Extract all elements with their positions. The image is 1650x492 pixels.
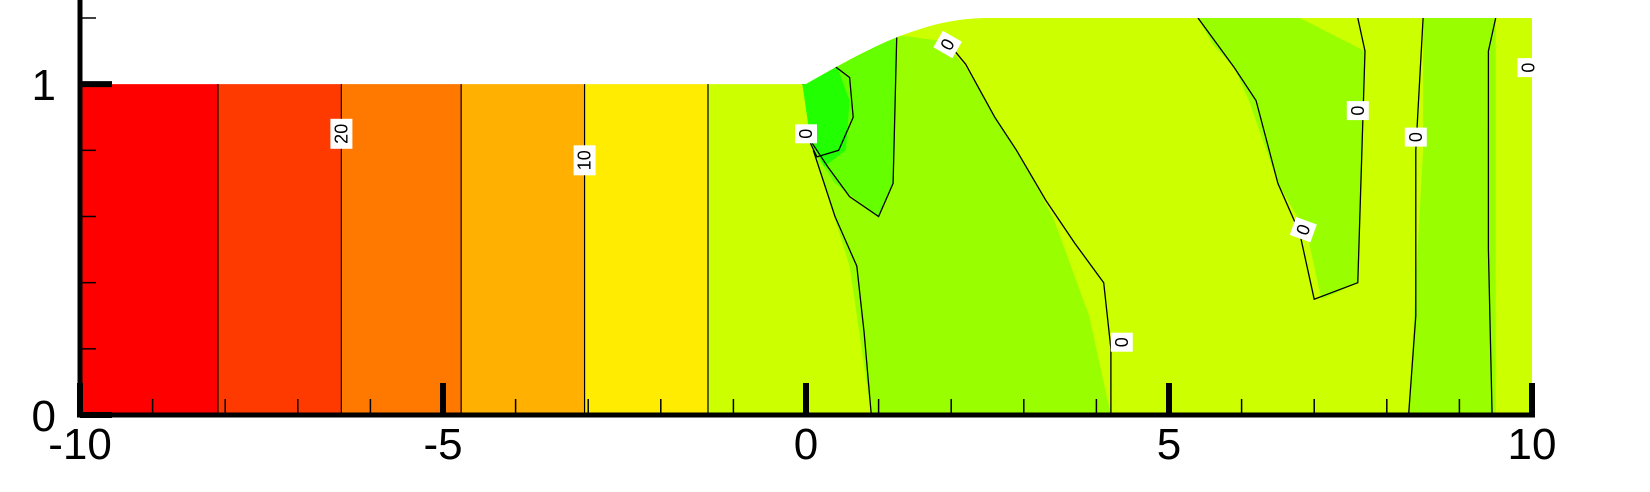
color-band-3 <box>461 18 585 415</box>
x-tick-label: -5 <box>423 420 462 469</box>
color-regions <box>802 18 1496 415</box>
contour-label-text: 0 <box>1348 106 1368 116</box>
x-tick-label: 10 <box>1508 420 1557 469</box>
contour-label-3: 0 <box>933 30 962 59</box>
contour-label-8: 0 <box>1517 58 1540 78</box>
contour-label-7: 0 <box>1404 127 1427 147</box>
y-tick-label: 1 <box>32 61 56 110</box>
contour-label-bg <box>1289 217 1317 243</box>
contour-label-5: 0 <box>1289 217 1317 243</box>
isoline-6 <box>1487 18 1497 415</box>
contour-label-4: 0 <box>1110 332 1133 352</box>
contour-label-bg <box>1346 101 1369 121</box>
color-bands <box>80 18 1532 415</box>
contour-label-6: 0 <box>1346 101 1369 121</box>
color-band-0 <box>80 18 218 415</box>
x-tick-label: -10 <box>48 420 112 469</box>
contour-label-1: 10 <box>573 145 596 176</box>
color-band-2 <box>341 18 462 415</box>
contour-label-text: 0 <box>1518 63 1538 73</box>
contour-labels: 20 10 0 0 0 0 0 0 0 <box>330 30 1540 352</box>
contour-label-bg <box>1517 58 1540 78</box>
contour-label-bg <box>573 145 596 176</box>
x-tick-label: 5 <box>1157 420 1181 469</box>
isoline-5 <box>1407 18 1424 415</box>
y-tick-label: 0 <box>32 392 56 441</box>
green-zone-2 <box>1198 18 1365 300</box>
contour-label-text: 0 <box>1112 337 1132 347</box>
axes: -10 -5 0 5 10 0 1 <box>32 0 1557 469</box>
contour-label-bg <box>330 118 353 149</box>
green-zone-3 <box>1408 18 1496 415</box>
contour-label-bg <box>795 124 817 144</box>
color-band-4 <box>584 18 708 415</box>
contour-label-2: 0 <box>795 124 817 144</box>
color-band-1 <box>217 18 342 415</box>
contour-label-0: 20 <box>330 118 353 149</box>
contour-label-text: 20 <box>331 124 351 144</box>
contour-label-text: 0 <box>1406 132 1426 142</box>
contour-label-bg <box>933 30 962 59</box>
contour-label-text: 0 <box>796 129 816 139</box>
isoline-3 <box>943 37 1112 415</box>
isoline-2 <box>812 150 872 415</box>
isoline-1 <box>805 34 898 218</box>
contour-label-text: 10 <box>575 150 595 170</box>
contour-label-bg <box>1110 332 1133 352</box>
x-tick-label: 0 <box>794 420 818 469</box>
contour-label-bg <box>1404 127 1427 147</box>
